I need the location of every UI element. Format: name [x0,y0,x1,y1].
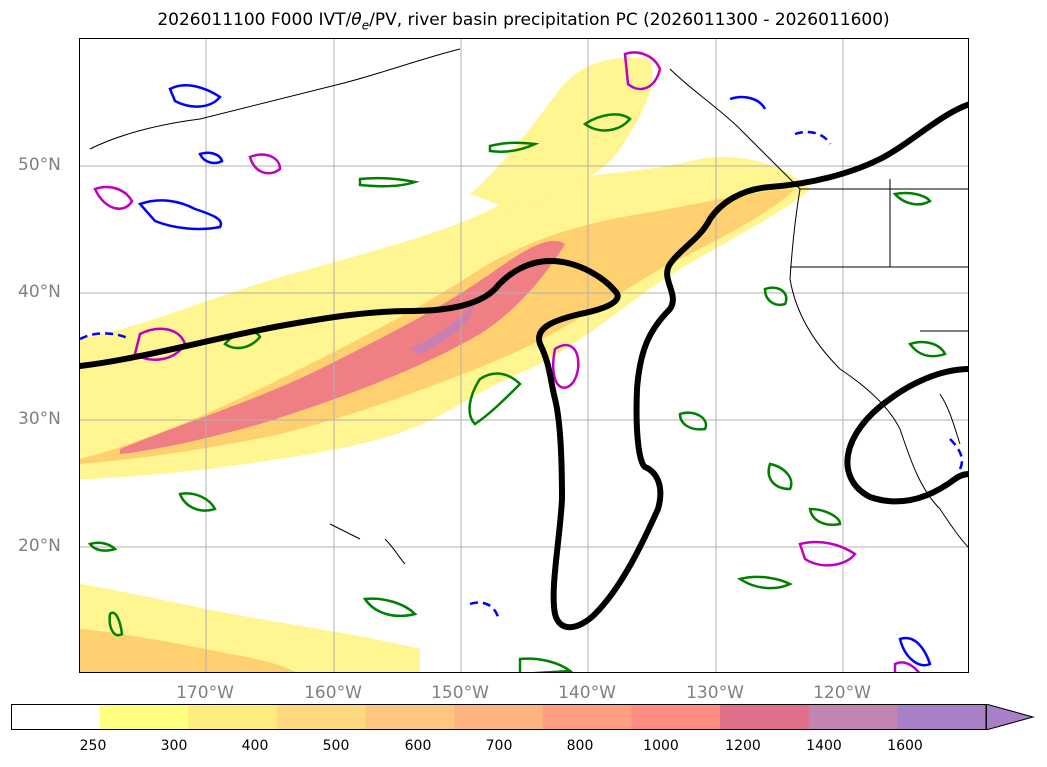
colorbar-cell [454,704,544,730]
ivt-plume-core [120,240,565,454]
lat-label-40n: 40°N [18,282,61,302]
chart-title: 2026011100 F000 IVT/θe/PV, river basin p… [157,10,890,33]
lat-label-30n: 30°N [18,409,61,429]
colorbar-tick-700: 700 [485,738,513,754]
colorbar-cell [808,704,898,730]
map-canvas [80,39,968,672]
lat-label-50n: 50°N [18,155,61,175]
lon-label-140w: 140°W [558,683,616,703]
colorbar-cell [11,704,101,730]
ivt-south-core [80,629,296,672]
magenta-contours [93,51,921,672]
green-contours [87,113,947,672]
lon-label-160w: 160°W [304,683,362,703]
colorbar-tick-300: 300 [160,738,188,754]
graticule [80,39,968,672]
colorbar-cell [897,704,987,730]
coastlines [89,48,968,565]
pv-contour [80,101,968,631]
ivt-plume-max [410,304,475,354]
colorbar-cell [542,704,632,730]
blue-contours [80,84,964,667]
colorbar-extend-arrow [985,704,1035,730]
lon-label-170w: 170°W [176,683,234,703]
colorbar-cell [631,704,721,730]
colorbar-tick-600: 600 [404,738,432,754]
colorbar-border [11,704,987,730]
ivt-plume-north [470,57,653,209]
lat-label-20n: 20°N [18,536,61,556]
colorbar-tick-1200: 1200 [725,738,761,754]
colorbar [11,704,1035,730]
lon-label-130w: 130°W [686,683,744,703]
lon-label-120w: 120°W [813,683,871,703]
map-panel [79,38,969,673]
colorbar-tick-1000: 1000 [643,738,679,754]
colorbar-cell [99,704,189,730]
colorbar-cell [188,704,278,730]
colorbar-tick-800: 800 [566,738,594,754]
lon-label-150w: 150°W [431,683,489,703]
ivt-shading [80,57,810,672]
colorbar-tick-400: 400 [241,738,269,754]
colorbar-tick-1400: 1400 [806,738,842,754]
colorbar-cell [365,704,455,730]
colorbar-tick-500: 500 [322,738,350,754]
colorbar-cell [276,704,367,730]
colorbar-cell [720,704,810,730]
colorbar-tick-250: 250 [79,738,107,754]
colorbar-tick-1600: 1600 [887,738,923,754]
